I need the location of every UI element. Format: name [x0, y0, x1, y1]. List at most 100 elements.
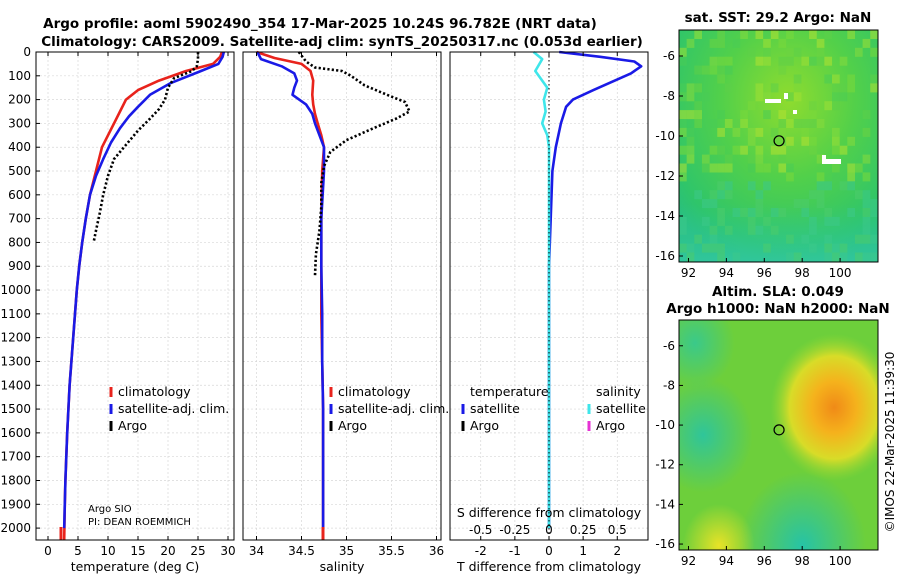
map-y-tick-label: -16 [655, 537, 675, 551]
sst-pixel [717, 181, 725, 191]
sst-pixel [862, 172, 871, 182]
sst-pixel [778, 145, 787, 155]
sst-pixel [832, 243, 840, 253]
series-line-satellite-adj-clim- [62, 51, 226, 529]
depth-tick-label: 1200 [0, 331, 31, 345]
series-line-salinity-satellite [532, 50, 551, 529]
sst-pixel [862, 110, 871, 120]
sst-pixel [786, 163, 794, 173]
sst-pixel [862, 208, 871, 217]
sst-pixel [870, 234, 878, 244]
sst-pixel [832, 101, 840, 111]
sst-pixel [717, 65, 725, 75]
sst-pixel [709, 65, 718, 75]
sst-pixel [832, 172, 840, 182]
sst-pixel [770, 83, 779, 93]
sst-pixel [755, 83, 764, 93]
sst-pixel [717, 163, 725, 173]
sst-pixel [801, 119, 810, 128]
x-tick-label: 5 [74, 544, 82, 558]
map-y-tick-label: -14 [655, 497, 675, 511]
depth-tick-label: 1400 [0, 378, 31, 392]
sst-pixel [824, 30, 833, 39]
sst-pixel [870, 74, 878, 84]
title-line-1: Argo profile: aoml 5902490_354 17-Mar-20… [43, 16, 597, 32]
x-tick-label: 15 [130, 544, 145, 558]
sst-pixel [770, 208, 779, 217]
sst-pixel [832, 145, 840, 155]
legend-climatology: climatology [338, 384, 411, 399]
sst-pixel [763, 216, 771, 226]
sst-pixel [847, 172, 855, 182]
sst-pixel [701, 216, 710, 226]
sst-pixel [709, 190, 718, 200]
sst-pixel [709, 234, 718, 244]
sst-pixel [755, 208, 764, 217]
sst-pixel [717, 110, 725, 120]
sst-pixel [786, 252, 794, 262]
sst-pixel [755, 163, 764, 173]
sst-pixel [755, 30, 764, 39]
sst-pixel [709, 225, 718, 235]
sst-pixel [824, 243, 833, 253]
sst-pixel [854, 163, 863, 173]
sst-pixel [740, 145, 748, 155]
sst-pixel [679, 216, 687, 226]
sst-pixel [786, 119, 794, 128]
sst-cloud-gap [784, 93, 788, 99]
sst-pixel [763, 47, 771, 57]
salinity-legend: climatology satellite-adj. clim. Argo [329, 384, 449, 433]
depth-tick-label: 1900 [0, 497, 31, 511]
map-x-tick-label: 100 [829, 266, 852, 280]
map-x-tick-label: 92 [681, 266, 696, 280]
sst-pixel [824, 234, 833, 244]
sst-pixel [778, 110, 787, 120]
sla-map-frame [678, 319, 879, 551]
sst-pixel [694, 101, 702, 111]
legend-satellite-adj: satellite-adj. clim. [338, 401, 449, 416]
x-tick-label: 30 [220, 544, 235, 558]
depth-tick-label: 100 [8, 69, 31, 83]
sst-pixel [862, 252, 871, 262]
depth-tick-label: 2000 [0, 521, 31, 535]
sla-map-title-2: Argo h1000: NaN h2000: NaN [666, 301, 889, 317]
map-y-tick-label: -8 [663, 89, 675, 103]
sst-pixel [839, 252, 848, 262]
sst-pixel [763, 56, 771, 66]
sst-pixel [686, 145, 695, 155]
sst-pixel [816, 199, 825, 209]
depth-tick-label: 1600 [0, 426, 31, 440]
sst-pixel-texture [679, 30, 878, 262]
depth-tick-label: 1500 [0, 402, 31, 416]
depth-tick-label: 1700 [0, 450, 31, 464]
sst-pixel [686, 110, 695, 120]
sst-pixel [786, 92, 794, 102]
sst-pixel [839, 181, 848, 191]
sst-pixel [862, 225, 871, 235]
sst-pixel [847, 74, 855, 84]
sst-map: sat. SST: 29.2 Argo: NaN 92 94 96 98 100 -6 -… [655, 10, 879, 280]
map-y-tick-label: -10 [655, 418, 675, 432]
depth-tick-label: 800 [8, 235, 31, 249]
sst-pixel [686, 92, 695, 102]
sst-pixel [824, 216, 833, 226]
sst-pixel [801, 199, 810, 209]
s-difference-label: S difference from climatology [457, 505, 642, 520]
sst-pixel [740, 30, 748, 39]
sst-pixel [770, 145, 779, 155]
sst-pixel [724, 181, 733, 191]
sst-pixel [793, 119, 802, 128]
sst-pixel [854, 234, 863, 244]
map-y-tick-label: -14 [655, 209, 675, 223]
sst-pixel [809, 190, 817, 200]
sst-pixel [740, 110, 748, 120]
sst-pixel [809, 30, 817, 39]
sst-pixel [793, 252, 802, 262]
sst-map-frame [678, 29, 879, 263]
sst-pixel [793, 47, 802, 57]
sst-pixel [770, 225, 779, 235]
sst-pixel [763, 92, 771, 102]
sst-pixel [763, 181, 771, 191]
x-tick-label: 36 [429, 544, 444, 558]
sst-pixel [824, 101, 833, 111]
